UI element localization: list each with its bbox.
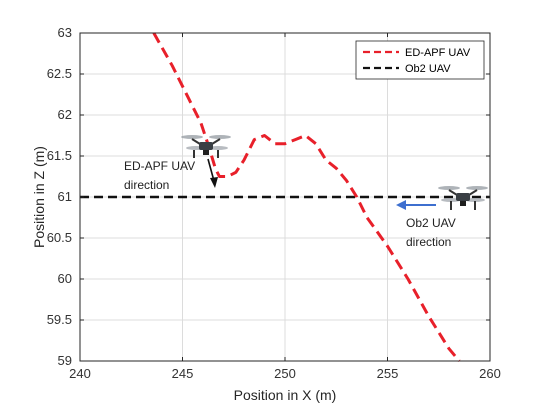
ed-apf-direction-label-line2: direction: [124, 178, 169, 192]
legend-label-ob2: Ob2 UAV: [405, 63, 451, 75]
y-tick-label: 60.5: [47, 230, 72, 245]
ob2-direction-label-line2: direction: [406, 235, 451, 249]
y-tick-label: 59: [58, 353, 72, 368]
legend: ED-APF UAV Ob2 UAV: [355, 40, 485, 80]
y-tick-label: 63: [58, 25, 72, 40]
y-tick-label: 61.5: [47, 148, 72, 163]
x-tick-label: 240: [69, 366, 91, 381]
ob2-direction-arrow: [396, 200, 436, 210]
x-tick-label: 255: [377, 366, 399, 381]
y-tick-label: 62.5: [47, 66, 72, 81]
ob2-direction-label-line1: Ob2 UAV: [406, 216, 456, 230]
ed-apf-direction-label-line1: ED-APF UAV: [124, 159, 195, 173]
x-tick-label: 260: [479, 366, 501, 381]
ed-apf-drone-icon: [181, 135, 231, 158]
ed-apf-direction-arrow: [207, 158, 218, 188]
y-tick-label: 59.5: [47, 312, 72, 327]
x-tick-label: 250: [274, 366, 296, 381]
legend-box: [355, 40, 485, 80]
y-tick-label: 61: [58, 189, 72, 204]
y-axis-title: Position in Z (m): [31, 146, 47, 248]
ticks: 240 245 250 255 260 59 59.5 60 60.5 61 61.5 62 62.5 6…: [47, 25, 501, 381]
x-axis-title: Position in X (m): [234, 387, 337, 403]
series-line-ed-apf: [152, 32, 461, 362]
y-tick-label: 62: [58, 107, 72, 122]
legend-label-ed-apf: ED-APF UAV: [405, 47, 471, 59]
x-tick-label: 245: [172, 366, 194, 381]
y-tick-label: 60: [58, 271, 72, 286]
series-layer: [80, 32, 490, 362]
ob2-drone-icon: [438, 186, 488, 210]
